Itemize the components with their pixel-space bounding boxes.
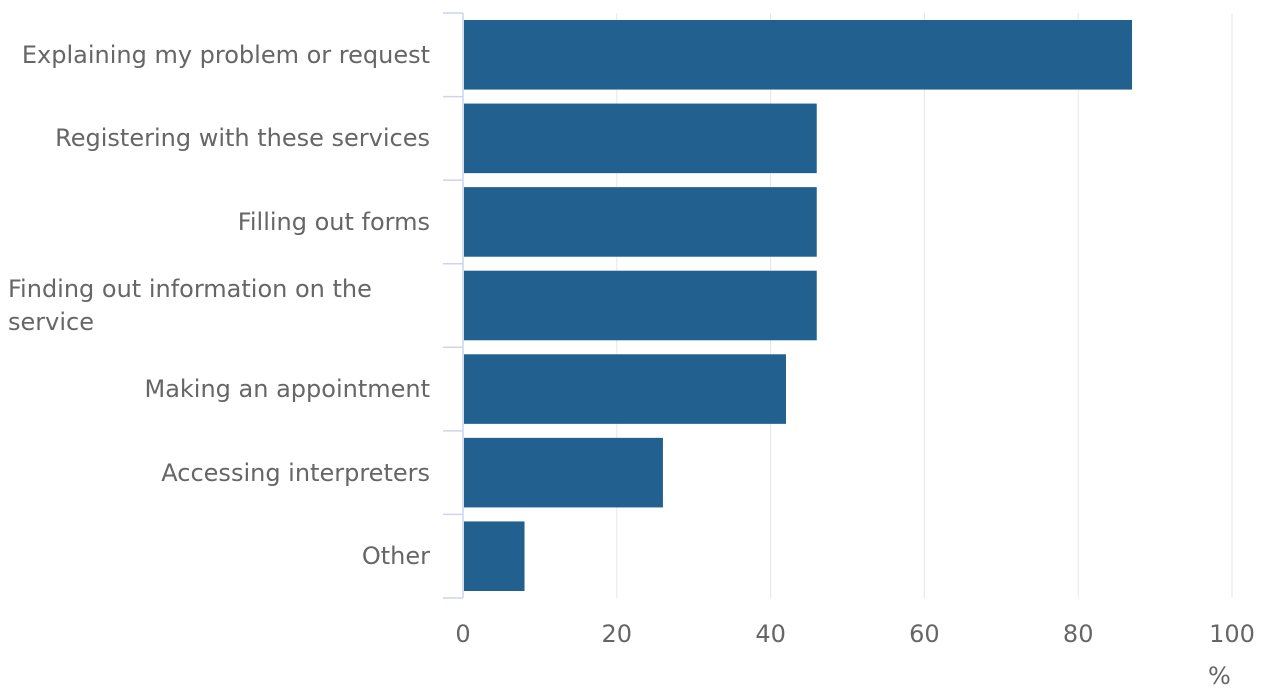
bar-4 bbox=[464, 354, 786, 424]
category-label: Filling out forms bbox=[237, 207, 430, 236]
x-tick-label: 40 bbox=[755, 620, 786, 648]
bar-6 bbox=[464, 521, 525, 591]
category-label: Explaining my problem or request bbox=[21, 40, 430, 69]
x-tick-label: 100 bbox=[1209, 620, 1255, 648]
x-tick-label: 0 bbox=[455, 620, 470, 648]
bar-2 bbox=[464, 187, 817, 257]
value-axis-unit: % bbox=[1208, 662, 1231, 690]
bar-1 bbox=[464, 103, 817, 174]
bar-0 bbox=[464, 20, 1133, 90]
bars bbox=[464, 20, 1133, 591]
value-axis-ticks: 0 20 40 60 80 100 bbox=[455, 620, 1255, 648]
x-tick-label: 60 bbox=[909, 620, 940, 648]
category-label: Registering with these services bbox=[55, 124, 430, 153]
category-label: Other bbox=[361, 542, 430, 571]
bar-5 bbox=[464, 437, 663, 508]
x-tick-label: 20 bbox=[602, 620, 633, 648]
category-label: Finding out information on the service bbox=[8, 274, 372, 336]
category-axis bbox=[443, 12, 464, 599]
bar-3 bbox=[464, 270, 817, 341]
category-label: Making an appointment bbox=[144, 375, 430, 404]
category-label: Accessing interpreters bbox=[161, 458, 430, 487]
x-tick-label: 80 bbox=[1063, 620, 1094, 648]
